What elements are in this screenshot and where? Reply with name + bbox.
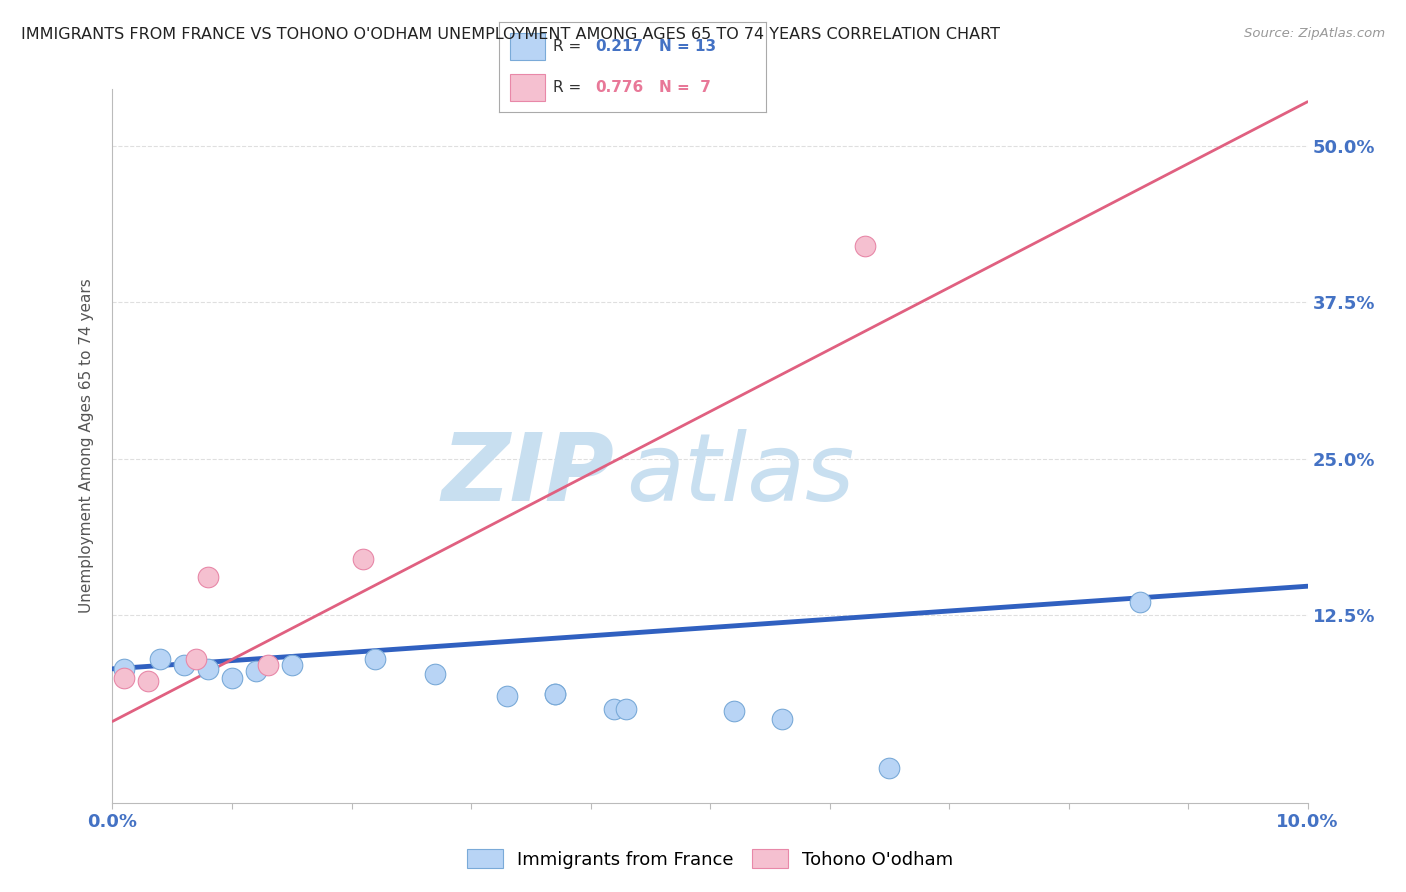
Point [114, 671, 135, 685]
Point [186, 652, 208, 666]
Text: 0.776: 0.776 [595, 80, 644, 95]
Text: R =: R = [553, 39, 586, 54]
Point [281, 658, 304, 673]
Text: R =: R = [553, 80, 586, 95]
Bar [510, 74, 544, 101]
Point [543, 687, 565, 701]
Point [114, 662, 135, 676]
Text: N =  7: N = 7 [659, 80, 711, 95]
Point [257, 658, 280, 673]
Point [138, 674, 160, 689]
Point [614, 702, 637, 716]
Legend: Immigrants from France, Tohono O'odham: Immigrants from France, Tohono O'odham [460, 842, 960, 876]
Point [496, 690, 519, 704]
Text: ZIP: ZIP [441, 428, 614, 521]
Point [197, 570, 219, 584]
Point [855, 238, 877, 252]
Text: 0.217: 0.217 [595, 39, 644, 54]
Point [173, 658, 195, 673]
Bar [510, 33, 544, 60]
Text: Source: ZipAtlas.com: Source: ZipAtlas.com [1244, 27, 1385, 40]
Point [425, 666, 447, 681]
Point [877, 761, 901, 775]
Point [1129, 595, 1152, 609]
Point [364, 652, 387, 666]
Point [245, 665, 267, 679]
Point [352, 551, 374, 566]
Y-axis label: Unemployment Among Ages 65 to 74 years: Unemployment Among Ages 65 to 74 years [79, 278, 94, 614]
Point [197, 662, 219, 676]
Point [221, 671, 243, 685]
Point [770, 712, 793, 726]
Point [723, 705, 745, 719]
Text: IMMIGRANTS FROM FRANCE VS TOHONO O'ODHAM UNEMPLOYMENT AMONG AGES 65 TO 74 YEARS : IMMIGRANTS FROM FRANCE VS TOHONO O'ODHAM… [21, 27, 1000, 42]
Point [543, 687, 565, 701]
Point [149, 652, 172, 666]
Point [603, 702, 626, 716]
Text: atlas: atlas [626, 429, 855, 520]
Text: N = 13: N = 13 [659, 39, 717, 54]
